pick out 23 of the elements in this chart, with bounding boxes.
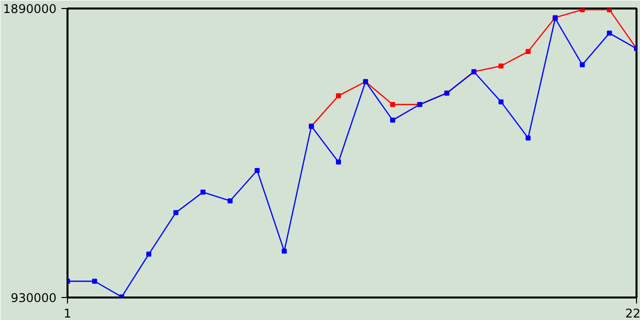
point bbox=[92, 278, 98, 284]
point bbox=[606, 8, 612, 12]
point bbox=[390, 118, 396, 123]
point bbox=[254, 168, 260, 173]
point bbox=[526, 135, 531, 140]
point bbox=[228, 198, 233, 204]
point bbox=[498, 64, 504, 68]
point bbox=[336, 93, 341, 98]
y-tick-label: 1890000 bbox=[3, 2, 57, 16]
point bbox=[580, 8, 585, 12]
point bbox=[146, 252, 152, 257]
point bbox=[606, 30, 612, 36]
point bbox=[580, 62, 585, 68]
x-tick-label: 22 bbox=[625, 306, 640, 320]
x-tick-label: 1 bbox=[64, 306, 72, 320]
y-tick-label: 930000 bbox=[10, 291, 57, 305]
point bbox=[498, 99, 504, 104]
point bbox=[200, 190, 206, 195]
point bbox=[526, 49, 531, 54]
point bbox=[173, 210, 178, 216]
point bbox=[282, 248, 287, 254]
point bbox=[390, 102, 396, 108]
point bbox=[336, 160, 341, 165]
